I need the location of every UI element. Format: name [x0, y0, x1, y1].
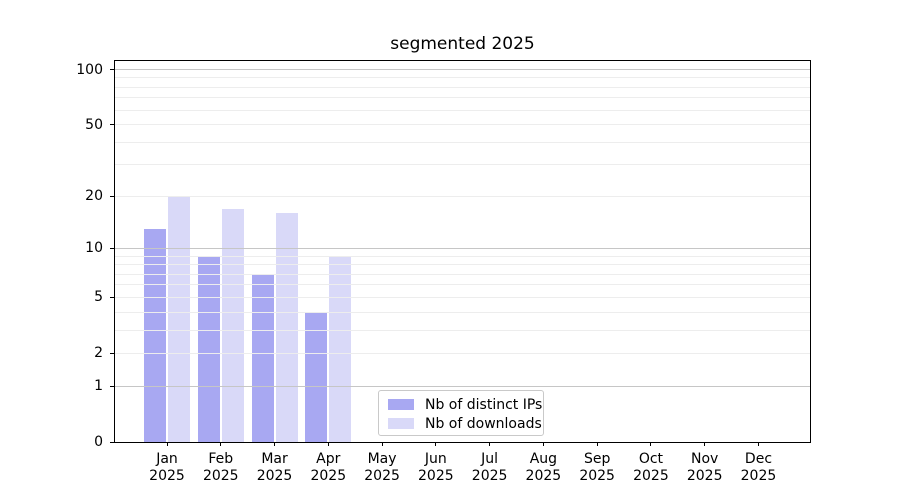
y-tick-mark	[110, 69, 114, 70]
x-tick-mark	[650, 442, 652, 446]
x-tick-mark	[542, 442, 544, 446]
x-tick-mark	[381, 442, 383, 446]
y-tick-mark	[110, 195, 114, 197]
minor-gridline	[115, 109, 810, 111]
minor-gridline	[115, 164, 810, 166]
plot-area	[110, 60, 811, 446]
legend-swatch-downloads	[388, 418, 414, 429]
minor-gridline	[115, 77, 810, 79]
legend-item-distinct-ips: Nb of distinct IPs	[388, 395, 542, 414]
bar-distinct-ips	[144, 228, 166, 442]
y-tick-label: 100	[76, 61, 103, 78]
minor-gridline	[115, 124, 810, 126]
y-tick-label: 0	[94, 434, 103, 450]
y-tick-label: 2	[94, 345, 103, 362]
y-tick-mark	[110, 352, 114, 354]
x-tick-mark	[757, 442, 759, 446]
x-tick-mark	[596, 442, 598, 446]
y-tick-mark	[110, 441, 114, 443]
minor-gridline	[115, 284, 810, 286]
bar-downloads	[221, 208, 244, 442]
y-tick-mark	[110, 247, 114, 249]
x-tick-mark	[704, 442, 706, 446]
x-tick-label: Jun 2025	[418, 451, 454, 484]
minor-gridline	[115, 264, 810, 266]
x-tick-mark	[435, 442, 437, 446]
legend-item-downloads: Nb of downloads	[388, 414, 542, 433]
major-gridline	[115, 247, 810, 249]
bar-distinct-ips	[197, 256, 220, 442]
x-tick-label: Mar 2025	[256, 451, 293, 484]
x-tick-label: Sep 2025	[579, 451, 615, 484]
x-tick-label: Dec 2025	[740, 451, 777, 484]
minor-gridline	[115, 311, 810, 313]
y-tick-mark	[110, 385, 114, 387]
x-tick-mark	[166, 442, 168, 446]
y-tick-mark	[110, 124, 114, 126]
x-tick-label: Feb 2025	[202, 451, 239, 484]
bar-distinct-ips	[251, 274, 274, 442]
legend-label-distinct-ips: Nb of distinct IPs	[425, 396, 543, 413]
minor-gridline	[115, 273, 810, 275]
y-tick-label: 20	[85, 188, 103, 205]
y-tick-label: 1	[94, 378, 103, 395]
bar-downloads	[275, 213, 298, 442]
x-tick-label: Nov 2025	[686, 451, 723, 484]
x-tick-mark	[274, 442, 276, 446]
minor-gridline	[115, 86, 810, 88]
legend: Nb of distinct IPs Nb of downloads	[378, 390, 544, 436]
minor-gridline	[115, 352, 810, 354]
minor-gridline	[115, 195, 810, 197]
bar-downloads	[329, 256, 352, 442]
x-tick-label: May 2025	[364, 451, 400, 484]
minor-gridline	[115, 141, 810, 143]
x-tick-label: Oct 2025	[633, 451, 669, 484]
x-tick-label: Jan 2025	[149, 451, 185, 484]
y-tick-label: 10	[85, 240, 103, 257]
y-tick-label: 5	[94, 289, 103, 306]
bar-downloads	[168, 196, 190, 442]
x-tick-label: Aug 2025	[525, 451, 562, 484]
x-tick-label: Jul 2025	[471, 451, 508, 484]
legend-swatch-distinct-ips	[388, 399, 414, 410]
major-gridline	[115, 385, 810, 387]
x-tick-mark	[220, 442, 222, 446]
minor-gridline	[115, 329, 810, 331]
y-tick-mark	[110, 296, 114, 298]
minor-gridline	[115, 255, 810, 257]
major-gridline	[115, 69, 810, 70]
bar-distinct-ips	[305, 312, 328, 442]
chart-title: segmented 2025	[390, 34, 535, 54]
y-tick-label: 50	[85, 116, 103, 133]
x-tick-mark	[489, 442, 491, 446]
x-tick-label: Apr 2025	[310, 451, 347, 484]
minor-gridline	[115, 97, 810, 99]
minor-gridline	[115, 296, 810, 298]
x-tick-mark	[327, 442, 329, 446]
legend-label-downloads: Nb of downloads	[425, 415, 542, 432]
